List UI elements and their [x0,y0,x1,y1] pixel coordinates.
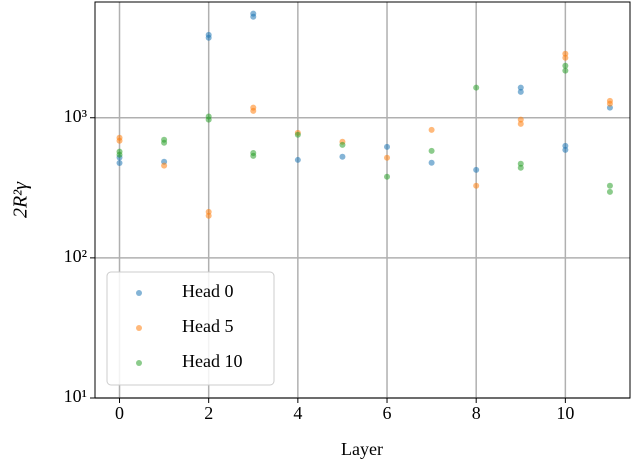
point [562,62,569,69]
legend-label: Head 0 [182,281,233,301]
point [250,107,257,114]
x-tick-label: 2 [204,403,213,423]
point [384,143,391,150]
legend: Head 0 Head 5 Head 10 [106,271,275,386]
point [517,164,524,171]
point [562,54,569,61]
legend-box [106,271,275,386]
legend-label: Head 10 [182,351,242,371]
point [161,162,168,169]
point [161,139,168,146]
point [473,166,480,173]
legend-label: Head 5 [182,316,233,336]
y-axis-label: 2R²γ [10,181,32,218]
point [205,212,212,219]
point [517,84,524,91]
x-axis-label: Layer [341,439,383,459]
x-tick-label: 0 [115,403,124,423]
point [294,156,301,163]
point [517,120,524,127]
x-tick-label: 6 [383,403,392,423]
point [606,182,613,189]
x-tick-label: 8 [472,403,481,423]
point [562,146,569,153]
point [428,147,435,154]
y-tick-label: 10¹ [64,386,87,406]
y-tick-label: 10³ [64,106,88,126]
point [562,67,569,74]
point [339,153,346,160]
y-tick-label: 10² [64,246,87,266]
point [205,116,212,123]
point [116,160,123,167]
legend-marker [136,290,142,296]
point [606,188,613,195]
point [294,131,301,138]
x-tick-label: 10 [556,403,574,423]
point [517,116,524,123]
point [205,34,212,41]
point [384,154,391,161]
point [384,173,391,180]
legend-marker [136,325,142,331]
point [250,13,257,20]
point [517,88,524,95]
point [428,126,435,133]
point [116,137,123,144]
point [339,141,346,148]
point [473,182,480,189]
point [606,100,613,107]
point [116,151,123,158]
x-tick-label: 4 [293,403,302,423]
legend-marker [136,360,142,366]
point [250,152,257,159]
point [428,159,435,166]
plot-frame [94,1,631,399]
point [473,84,480,91]
